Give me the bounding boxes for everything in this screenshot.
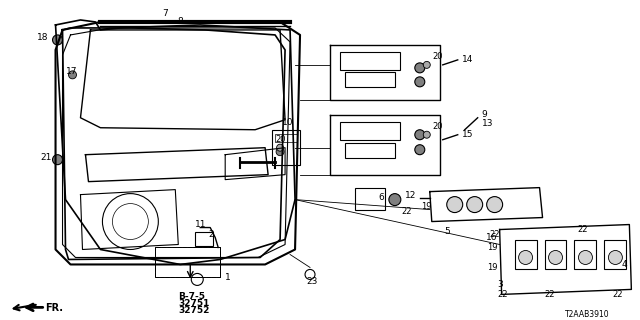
Text: 9: 9 [482, 110, 488, 119]
Text: 5: 5 [444, 227, 450, 236]
Bar [575, 239, 596, 269]
Bar [345, 72, 395, 87]
Circle shape [68, 71, 77, 79]
Bar [515, 239, 536, 269]
Text: 19: 19 [487, 263, 498, 272]
Text: 22: 22 [498, 290, 508, 299]
Bar [340, 52, 400, 70]
Bar [340, 122, 400, 140]
Circle shape [518, 251, 532, 264]
Circle shape [276, 148, 284, 156]
Text: 22: 22 [490, 230, 500, 239]
Bar [604, 239, 627, 269]
Text: 13: 13 [482, 119, 493, 128]
Text: 19: 19 [421, 202, 432, 211]
Text: 16: 16 [486, 233, 498, 242]
Text: 18: 18 [37, 33, 48, 43]
Circle shape [423, 61, 430, 68]
Text: 12: 12 [405, 191, 417, 200]
Circle shape [52, 35, 63, 45]
Circle shape [415, 130, 425, 140]
Text: 20: 20 [433, 122, 444, 131]
Text: 17: 17 [65, 67, 77, 76]
Text: 22: 22 [577, 225, 588, 234]
Circle shape [52, 155, 63, 165]
Bar [355, 188, 385, 210]
Text: B-7-5: B-7-5 [179, 292, 205, 301]
Circle shape [548, 251, 563, 264]
Bar [272, 130, 300, 165]
Text: 20: 20 [275, 135, 285, 144]
Text: 32752: 32752 [179, 306, 210, 315]
Text: 10: 10 [282, 118, 294, 127]
Bar [195, 232, 213, 245]
Text: 11: 11 [195, 220, 207, 229]
Text: 2: 2 [208, 230, 214, 239]
Text: 20: 20 [433, 52, 444, 61]
Text: 3: 3 [497, 280, 502, 289]
Circle shape [415, 77, 425, 87]
Text: 19: 19 [487, 243, 498, 252]
Text: 22: 22 [402, 207, 412, 216]
Text: 22: 22 [545, 290, 555, 299]
Text: 1: 1 [225, 273, 231, 282]
Text: 21: 21 [40, 153, 51, 162]
Text: T2AAB3910: T2AAB3910 [564, 310, 609, 319]
Text: 7: 7 [163, 10, 168, 19]
Circle shape [609, 251, 622, 264]
Bar [545, 239, 566, 269]
Text: 32751: 32751 [179, 299, 210, 308]
Text: 14: 14 [461, 55, 473, 64]
Circle shape [447, 196, 463, 212]
Bar [156, 247, 220, 277]
Text: 4: 4 [621, 260, 627, 269]
Text: 22: 22 [612, 290, 623, 299]
Text: 6: 6 [378, 193, 383, 202]
Circle shape [579, 251, 593, 264]
Circle shape [415, 63, 425, 73]
Circle shape [389, 194, 401, 205]
Bar [345, 143, 395, 158]
Text: 8: 8 [177, 18, 183, 27]
Circle shape [415, 145, 425, 155]
Text: FR.: FR. [45, 303, 63, 313]
Circle shape [467, 196, 483, 212]
Bar [275, 134, 297, 142]
Circle shape [486, 196, 502, 212]
Circle shape [423, 131, 430, 138]
Text: 15: 15 [461, 130, 473, 139]
Bar [156, 247, 220, 277]
Text: 23: 23 [307, 277, 317, 286]
Circle shape [276, 144, 284, 151]
